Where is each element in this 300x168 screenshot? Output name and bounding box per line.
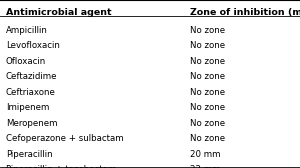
Text: Piperacillin + tazobactam: Piperacillin + tazobactam [6,165,116,168]
Text: Ceftriaxone: Ceftriaxone [6,88,56,97]
Text: Cefoperazone + sulbactam: Cefoperazone + sulbactam [6,134,124,143]
Text: Antimicrobial agent: Antimicrobial agent [6,8,112,17]
Text: Ceftazidime: Ceftazidime [6,72,58,81]
Text: Piperacillin: Piperacillin [6,150,52,159]
Text: No zone: No zone [190,72,226,81]
Text: No zone: No zone [190,88,226,97]
Text: Levofloxacin: Levofloxacin [6,41,60,51]
Text: No zone: No zone [190,41,226,51]
Text: No zone: No zone [190,26,226,35]
Text: Ampicillin: Ampicillin [6,26,48,35]
Text: Imipenem: Imipenem [6,103,50,112]
Text: Ofloxacin: Ofloxacin [6,57,46,66]
Text: No zone: No zone [190,134,226,143]
Text: No zone: No zone [190,119,226,128]
Text: Zone of inhibition (mm): Zone of inhibition (mm) [190,8,300,17]
Text: 22 mm: 22 mm [190,165,221,168]
Text: 20 mm: 20 mm [190,150,221,159]
Text: No zone: No zone [190,103,226,112]
Text: Meropenem: Meropenem [6,119,58,128]
Text: No zone: No zone [190,57,226,66]
